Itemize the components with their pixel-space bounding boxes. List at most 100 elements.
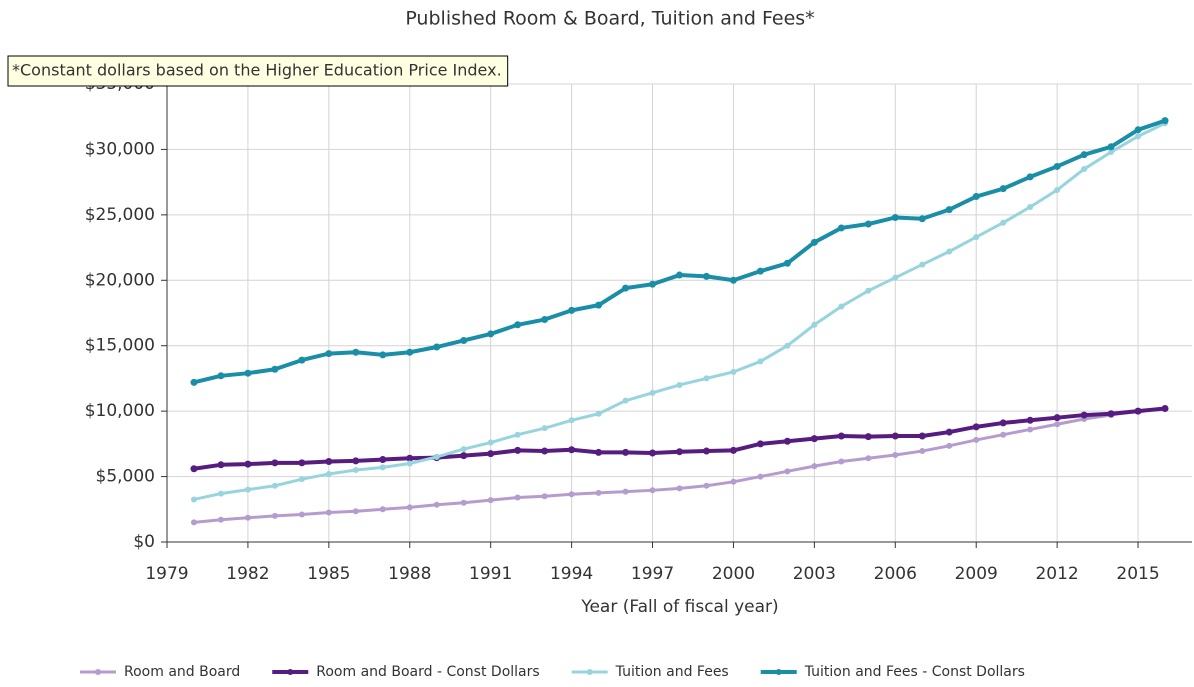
y-tick-label: $10,000 xyxy=(85,401,155,421)
series-marker xyxy=(271,365,279,373)
series-marker xyxy=(729,276,737,284)
series-marker xyxy=(865,455,872,462)
series-marker xyxy=(973,436,980,443)
series-marker xyxy=(325,350,333,358)
x-tick-label: 2003 xyxy=(793,564,836,584)
series-marker xyxy=(568,446,576,454)
series-marker xyxy=(271,482,278,489)
legend-marker xyxy=(586,669,593,675)
series-marker xyxy=(919,261,926,268)
series-marker xyxy=(568,306,576,314)
series-marker xyxy=(811,463,818,470)
series-marker xyxy=(352,348,360,356)
y-tick-label: $15,000 xyxy=(85,336,155,356)
series-marker xyxy=(406,504,413,511)
series-marker xyxy=(244,514,251,521)
legend-label: Tuition and Fees - Const Dollars xyxy=(804,664,1025,680)
series-marker xyxy=(945,428,953,436)
series-marker xyxy=(595,448,603,456)
series-marker xyxy=(676,485,683,492)
series-marker xyxy=(487,497,494,504)
x-tick-label: 1994 xyxy=(550,564,593,584)
series-marker xyxy=(298,511,305,518)
series-marker xyxy=(783,437,791,445)
series-marker xyxy=(460,336,468,344)
y-tick-label: $25,000 xyxy=(85,205,155,225)
x-tick-label: 2012 xyxy=(1035,564,1078,584)
series-marker xyxy=(217,372,225,380)
series-line xyxy=(193,406,1166,471)
series-marker xyxy=(622,284,630,292)
series-marker xyxy=(676,381,683,388)
series-marker xyxy=(891,213,899,221)
series-marker xyxy=(1108,149,1115,156)
series-marker xyxy=(622,488,629,495)
x-tick-label: 1979 xyxy=(145,564,188,584)
annotation-box xyxy=(7,55,509,87)
series-marker xyxy=(190,378,198,386)
y-tick-label: $0 xyxy=(133,532,155,552)
series-marker xyxy=(271,459,279,467)
series-marker xyxy=(1134,126,1142,134)
series-marker xyxy=(864,433,872,441)
series-marker xyxy=(622,448,630,456)
series-marker xyxy=(1027,204,1034,211)
series-marker xyxy=(892,274,899,281)
series-marker xyxy=(864,220,872,228)
series-marker xyxy=(837,224,845,232)
series-marker xyxy=(595,489,602,496)
series-marker xyxy=(972,423,980,431)
series-marker xyxy=(487,450,495,458)
series-marker xyxy=(702,272,710,280)
series-marker xyxy=(217,490,224,497)
series-marker xyxy=(460,452,468,460)
y-tick-label: $30,000 xyxy=(85,139,155,159)
series-marker xyxy=(244,486,251,493)
series-marker xyxy=(1161,405,1169,413)
x-tick-label: 1991 xyxy=(469,564,512,584)
series-marker xyxy=(622,397,629,404)
series-marker xyxy=(729,446,737,454)
series-marker xyxy=(244,460,252,468)
series-marker xyxy=(568,417,575,424)
series-marker xyxy=(1054,186,1061,193)
series-marker xyxy=(190,519,197,526)
series-marker xyxy=(838,458,845,465)
series-marker xyxy=(541,493,548,500)
annotation: *Constant dollars based on the Higher Ed… xyxy=(7,55,509,87)
series-marker xyxy=(1107,410,1115,418)
series-marker xyxy=(1080,411,1088,419)
series-marker xyxy=(973,234,980,241)
x-tick-label: 1997 xyxy=(631,564,674,584)
x-tick-label: 1982 xyxy=(226,564,269,584)
series-marker xyxy=(1107,143,1115,151)
series-marker xyxy=(433,453,440,460)
y-tick-label: $5,000 xyxy=(96,467,155,487)
series-marker xyxy=(1135,133,1142,140)
series-marker xyxy=(298,459,306,467)
series-marker xyxy=(918,432,926,440)
x-tick-label: 2000 xyxy=(712,564,755,584)
series-marker xyxy=(1026,416,1034,424)
series-marker xyxy=(487,330,495,338)
series-marker xyxy=(460,499,467,506)
series-marker xyxy=(298,476,305,483)
series-marker xyxy=(945,206,953,214)
series-marker xyxy=(379,351,387,359)
series-marker xyxy=(352,508,359,515)
series-marker xyxy=(1000,431,1007,438)
series-marker xyxy=(703,482,710,489)
series-marker xyxy=(514,494,521,501)
series-marker xyxy=(568,491,575,498)
series-marker xyxy=(649,487,656,494)
series-marker xyxy=(541,447,549,455)
series-marker xyxy=(217,461,225,469)
series-marker xyxy=(1054,421,1061,428)
series-marker xyxy=(810,435,818,443)
legend-label: Room and Board - Const Dollars xyxy=(316,664,539,680)
series-marker xyxy=(757,358,764,365)
series-marker xyxy=(811,321,818,328)
series-marker xyxy=(460,446,467,453)
series-marker xyxy=(352,457,360,465)
